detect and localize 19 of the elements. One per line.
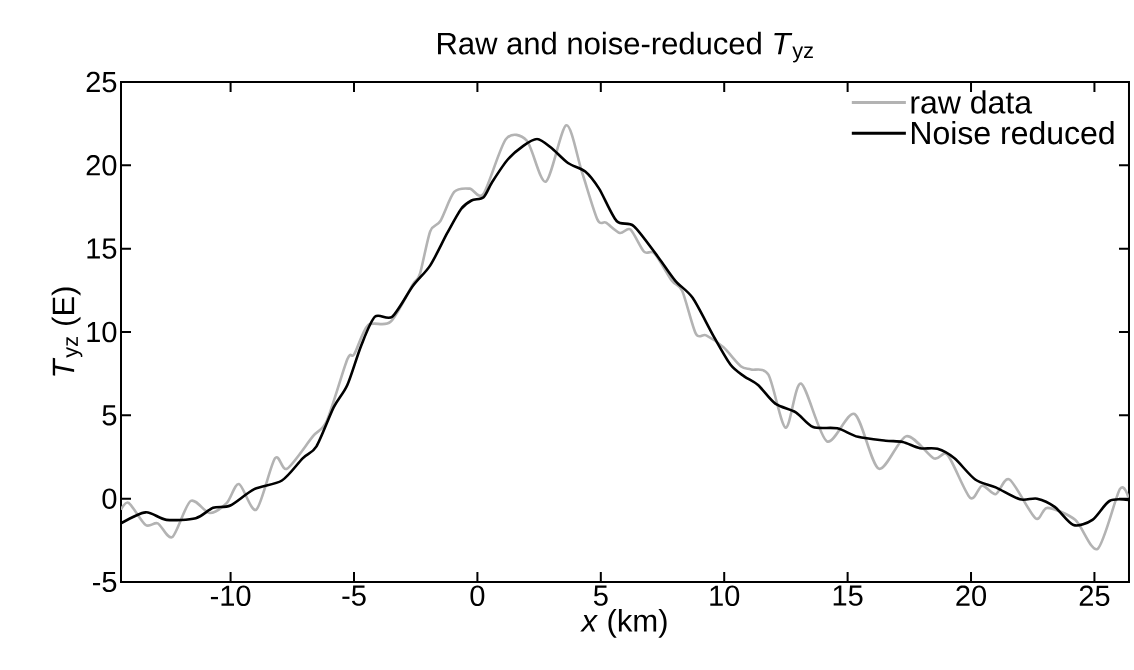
x-tick-label: 5 xyxy=(593,585,608,606)
y-tick-label: 25 xyxy=(86,71,117,93)
y-tick-label: 0 xyxy=(102,488,117,509)
x-tick-label: 25 xyxy=(1079,585,1110,607)
chart-title: Raw and noise-reduced T$_{yz}$ xyxy=(438,31,813,63)
x-tick-label: 0 xyxy=(470,585,485,607)
x-tick-label: 20 xyxy=(956,585,987,607)
x-tick-label: -5 xyxy=(342,585,366,606)
x-tick-label: 15 xyxy=(833,585,863,606)
legend-label: Noise reduced xyxy=(911,120,1114,145)
y-axis-title: T$_{yz}$ (E) xyxy=(51,287,83,376)
y-tick-label: 15 xyxy=(87,238,117,259)
x-axis-title: x (km) xyxy=(580,608,667,638)
y-tick-label: 10 xyxy=(87,321,117,343)
legend-label: raw data xyxy=(911,90,1033,114)
y-tick-label: 20 xyxy=(86,155,117,176)
x-tick-label: -10 xyxy=(210,585,251,607)
y-tick-label: 5 xyxy=(102,405,117,426)
x-tick-label: 10 xyxy=(710,585,740,607)
